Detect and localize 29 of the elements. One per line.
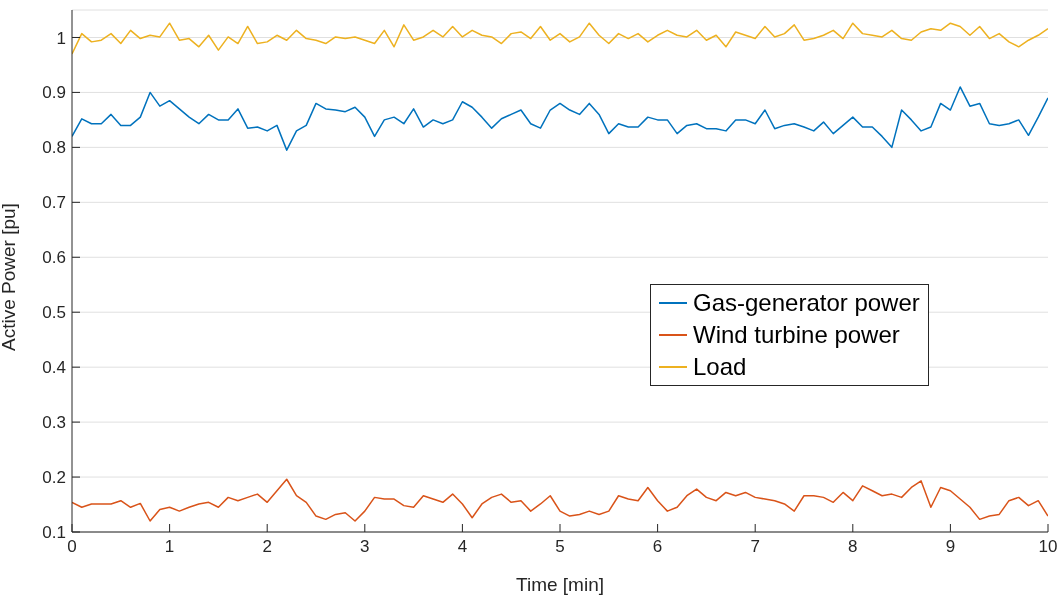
- y-tick-label: 0.1: [42, 523, 66, 543]
- y-tick-label: 0.6: [42, 248, 66, 268]
- y-tick-label: 0.8: [42, 138, 66, 158]
- legend-label: Wind turbine power: [693, 320, 900, 350]
- x-tick-label: 5: [555, 537, 565, 557]
- y-tick-label: 1: [56, 28, 66, 48]
- x-tick-label: 3: [360, 537, 370, 557]
- legend-label: Gas-generator power: [693, 288, 920, 318]
- legend-label: Load: [693, 352, 747, 382]
- x-tick-label: 10: [1038, 537, 1058, 557]
- x-tick-label: 1: [164, 537, 175, 557]
- x-tick-label: 9: [945, 537, 956, 557]
- line-series: [72, 86, 1048, 151]
- x-tick-label: 6: [652, 537, 663, 557]
- line-series: [72, 478, 1048, 522]
- y-tick-label: 0.7: [42, 193, 66, 213]
- x-tick-label: 4: [457, 537, 468, 557]
- x-tick-label: 7: [750, 537, 760, 557]
- x-tick-label: 0: [67, 537, 77, 557]
- y-tick-label: 0.5: [42, 303, 66, 323]
- y-tick-label: 0.2: [42, 468, 66, 488]
- x-axis-title: Time [min]: [516, 574, 604, 595]
- y-tick-label: 0.3: [42, 413, 66, 433]
- x-tick-label: 2: [262, 537, 272, 557]
- y-axis-title: Active Power [pu]: [0, 203, 19, 351]
- y-tick-label: 0.9: [42, 83, 66, 103]
- y-tick-label: 0.4: [42, 358, 66, 378]
- x-tick-label: 8: [848, 537, 858, 557]
- line-series: [72, 22, 1048, 55]
